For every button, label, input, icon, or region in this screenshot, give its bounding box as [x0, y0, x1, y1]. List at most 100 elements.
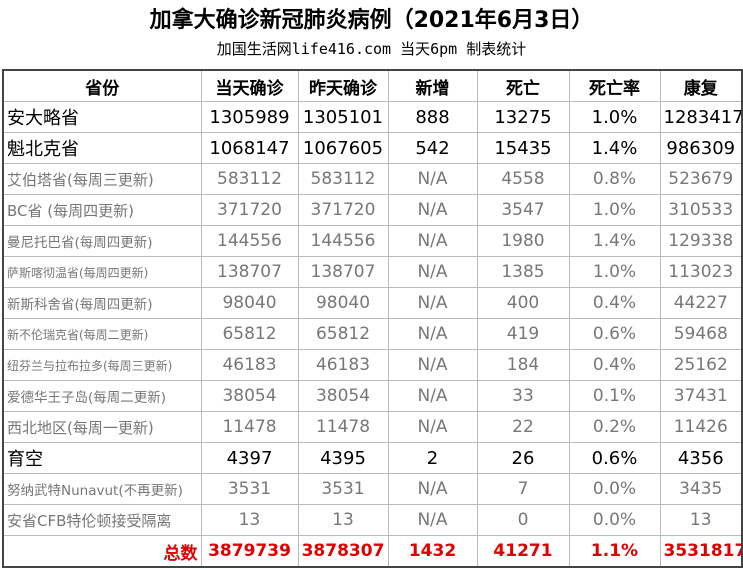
title: 加拿大确诊新冠肺炎病例（2021年6月3日）: [149, 8, 594, 33]
value-cell: 26: [476, 442, 570, 474]
value-cell: 1068147: [200, 132, 299, 164]
value-cell: 0: [476, 504, 570, 536]
value-cell: 11478: [297, 411, 389, 443]
value-cell: 3435: [659, 473, 743, 505]
province-cell: 安省CFB特伦顿接受隔离: [2, 504, 202, 536]
value-cell: 1.1%: [568, 535, 661, 568]
value-cell: N/A: [387, 318, 478, 350]
value-cell: 1980: [476, 225, 570, 257]
value-cell: 0.0%: [568, 473, 661, 505]
table-row: 萨斯喀彻温省(每周四更新) 138707 138707 N/A 1385 1.0% 1130…: [2, 256, 743, 288]
column-header: 省份: [2, 69, 202, 102]
value-cell: 0.6%: [568, 318, 661, 350]
table-row: 艾伯塔省(每周三更新) 583112 583112 N/A 4558 0.8% 523679: [2, 163, 743, 195]
value-cell: 0.0%: [568, 504, 661, 536]
value-cell: 419: [476, 318, 570, 350]
value-cell: 3531: [297, 473, 389, 505]
value-cell: 2: [387, 442, 478, 474]
province-cell: 艾伯塔省(每周三更新): [2, 163, 202, 195]
value-cell: 13: [297, 504, 389, 536]
value-cell: 1.0%: [568, 256, 661, 288]
value-cell: 1305101: [297, 101, 389, 133]
value-cell: N/A: [387, 349, 478, 381]
table-row: BC省 (每周四更新) 371720 371720 N/A 3547 1.0% 310533: [2, 194, 743, 226]
value-cell: 0.2%: [568, 411, 661, 443]
column-header: 死亡率: [568, 69, 661, 102]
value-cell: 25162: [659, 349, 743, 381]
table-row: 曼尼托巴省(每周四更新) 144556 144556 N/A 1980 1.4% 12933…: [2, 225, 743, 257]
value-cell: 3879739: [200, 535, 299, 568]
value-cell: 44227: [659, 287, 743, 319]
value-cell: 583112: [297, 163, 389, 195]
value-cell: N/A: [387, 473, 478, 505]
table-row: 努纳武特Nunavut(不再更新) 3531 3531 N/A 7 0.0% 3435: [2, 473, 743, 505]
value-cell: 7: [476, 473, 570, 505]
table-row: 总数 3879739 3878307 1432 41271 1.1% 3531817: [2, 535, 743, 568]
value-cell: 129338: [659, 225, 743, 257]
value-cell: 986309: [659, 132, 743, 164]
value-cell: 113023: [659, 256, 743, 288]
province-cell: 魁北克省: [2, 132, 202, 164]
value-cell: N/A: [387, 163, 478, 195]
column-header: 康复: [659, 69, 743, 102]
table-row: 育空 4397 4395 2 26 0.6% 4356: [2, 442, 743, 474]
value-cell: 1283417: [659, 101, 743, 133]
value-cell: 11478: [200, 411, 299, 443]
value-cell: 138707: [297, 256, 389, 288]
value-cell: N/A: [387, 411, 478, 443]
province-cell: 总数: [2, 535, 202, 568]
province-cell: 西北地区(每周一更新): [2, 411, 202, 443]
value-cell: 4356: [659, 442, 743, 474]
value-cell: 371720: [297, 194, 389, 226]
province-cell: 爱德华王子岛(每周二更新): [2, 380, 202, 412]
value-cell: 542: [387, 132, 478, 164]
value-cell: 33: [476, 380, 570, 412]
value-cell: 65812: [297, 318, 389, 350]
value-cell: 0.4%: [568, 287, 661, 319]
province-cell: 安大略省: [2, 101, 202, 133]
value-cell: N/A: [387, 504, 478, 536]
table-row: 魁北克省 1068147 1067605 542 15435 1.4% 986309: [2, 132, 743, 164]
table-row: 新不伦瑞克省(每周二更新) 65812 65812 N/A 419 0.6% 59468: [2, 318, 743, 350]
table-row: 纽芬兰与拉布拉多(每周三更新) 46183 46183 N/A 184 0.4% 25162: [2, 349, 743, 381]
value-cell: 0.1%: [568, 380, 661, 412]
value-cell: 15435: [476, 132, 570, 164]
value-cell: N/A: [387, 194, 478, 226]
value-cell: 1.4%: [568, 132, 661, 164]
table-row: 西北地区(每周一更新) 11478 11478 N/A 22 0.2% 11426: [2, 411, 743, 443]
value-cell: 11426: [659, 411, 743, 443]
province-cell: 萨斯喀彻温省(每周四更新): [2, 256, 202, 288]
province-cell: BC省 (每周四更新): [2, 194, 202, 226]
value-cell: 1385: [476, 256, 570, 288]
value-cell: 138707: [200, 256, 299, 288]
value-cell: 1432: [387, 535, 478, 568]
column-header: 当天确诊: [200, 69, 299, 102]
value-cell: N/A: [387, 256, 478, 288]
value-cell: 37431: [659, 380, 743, 412]
value-cell: N/A: [387, 225, 478, 257]
value-cell: 38054: [200, 380, 299, 412]
value-cell: 400: [476, 287, 570, 319]
value-cell: 38054: [297, 380, 389, 412]
value-cell: 59468: [659, 318, 743, 350]
column-header: 昨天确诊: [297, 69, 389, 102]
value-cell: 41271: [476, 535, 570, 568]
table-row: 安省CFB特伦顿接受隔离 13 13 N/A 0 0.0% 13: [2, 504, 743, 536]
value-cell: 4558: [476, 163, 570, 195]
column-header: 死亡: [476, 69, 570, 102]
value-cell: 3531817: [659, 535, 743, 568]
value-cell: 583112: [200, 163, 299, 195]
value-cell: 13: [659, 504, 743, 536]
value-cell: 13275: [476, 101, 570, 133]
value-cell: 144556: [200, 225, 299, 257]
value-cell: 98040: [200, 287, 299, 319]
value-cell: 4395: [297, 442, 389, 474]
table-body: 安大略省 1305989 1305101 888 13275 1.0% 1283417 魁北克…: [2, 101, 743, 568]
value-cell: 3547: [476, 194, 570, 226]
province-cell: 新斯科舍省(每周四更新): [2, 287, 202, 319]
value-cell: 46183: [297, 349, 389, 381]
value-cell: 184: [476, 349, 570, 381]
value-cell: 46183: [200, 349, 299, 381]
value-cell: 0.4%: [568, 349, 661, 381]
value-cell: 1067605: [297, 132, 389, 164]
